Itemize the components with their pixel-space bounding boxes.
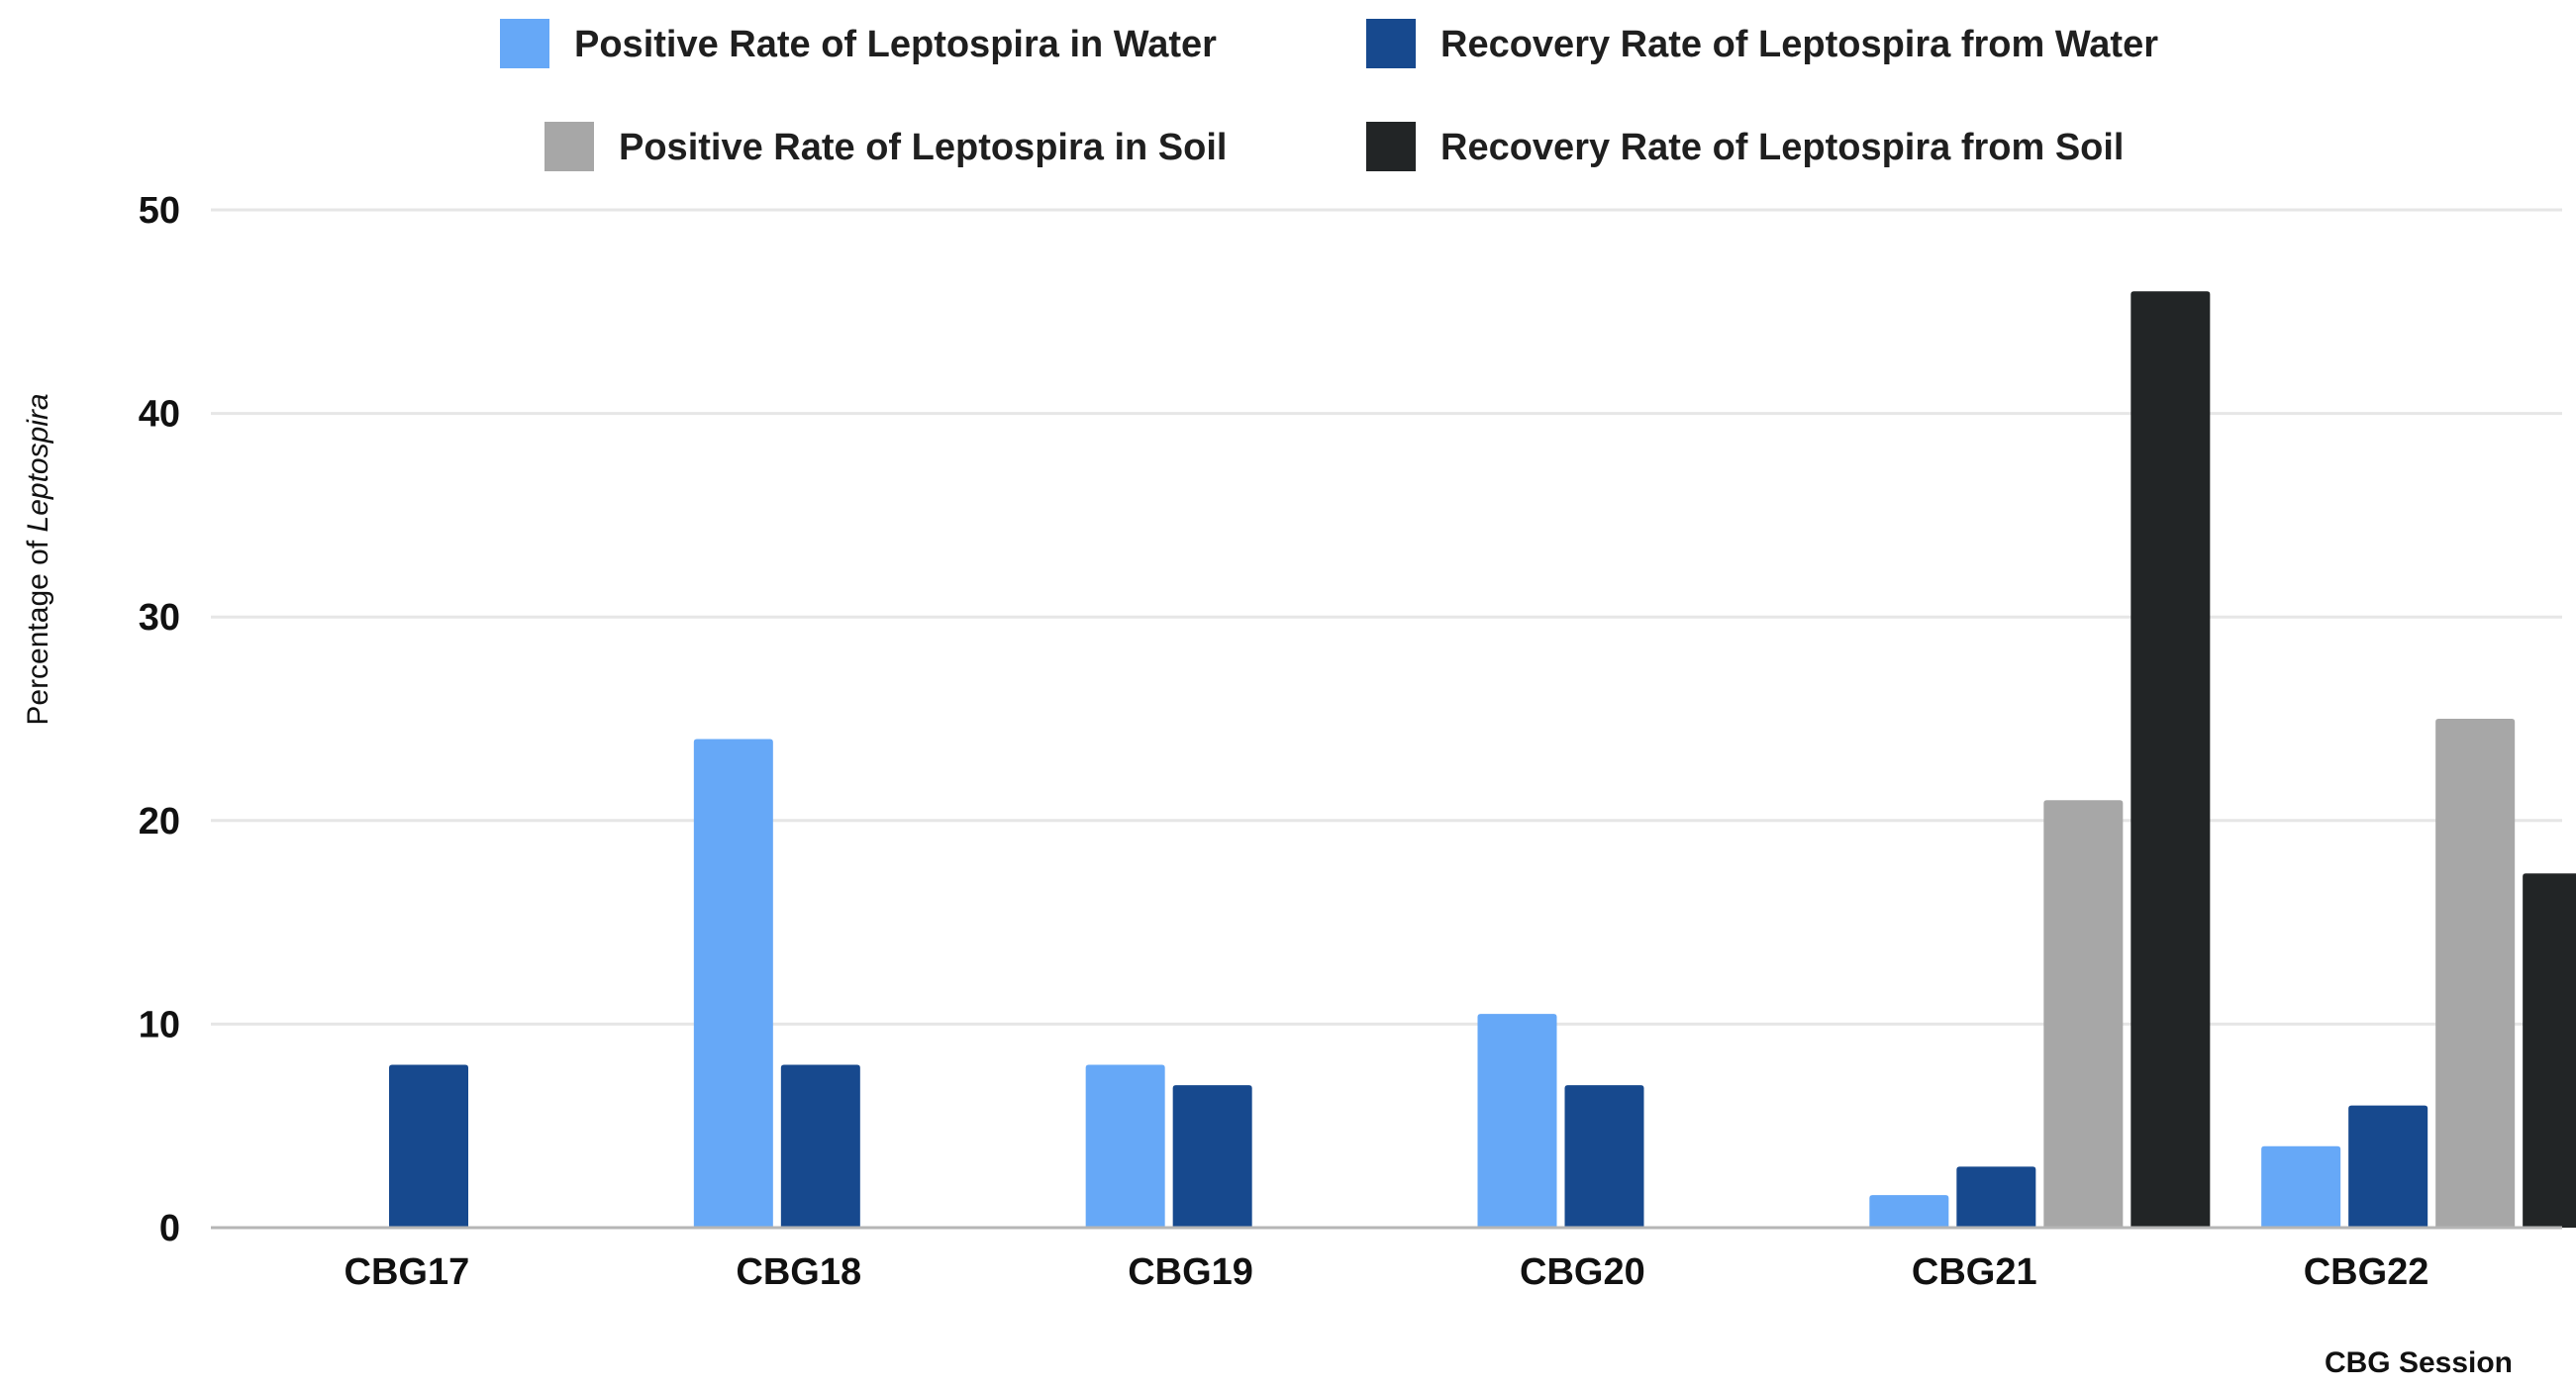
legend-swatch: [1366, 19, 1416, 68]
legend-label: Recovery Rate of Leptospira from Water: [1440, 24, 2158, 65]
y-tick-label: 0: [159, 1208, 180, 1249]
x-tick-label: CBG17: [345, 1251, 470, 1293]
bar-cbg21-series-2: [1956, 1166, 2036, 1228]
bar-cbg19-series-1: [1085, 1064, 1165, 1228]
bar-cbg20-series-2: [1564, 1085, 1644, 1228]
bar-cbg18-series-2: [780, 1064, 860, 1228]
bar-cbg22-series-3: [2435, 719, 2516, 1228]
bar-cbg22-series-4: [2523, 873, 2576, 1228]
x-tick-label: CBG18: [736, 1251, 861, 1293]
legend-item-3: Positive Rate of Leptospira in Soil: [545, 122, 1227, 171]
legend-item-4: Recovery Rate of Leptospira from Soil: [1366, 122, 2125, 171]
legend-swatch: [500, 19, 549, 68]
y-tick-label: 40: [139, 394, 180, 436]
legend-item-2: Recovery Rate of Leptospira from Water: [1366, 19, 2158, 68]
y-tick-label: 20: [139, 801, 180, 843]
x-tick-label: CBG20: [1520, 1251, 1645, 1293]
bar-cbg21-series-4: [2130, 291, 2211, 1228]
x-axis-title: CBG Session: [2325, 1346, 2513, 1379]
legend-swatch: [545, 122, 594, 171]
bar-cbg22-series-2: [2348, 1105, 2428, 1228]
legend-item-1: Positive Rate of Leptospira in Water: [500, 19, 1217, 68]
bar-cbg17-series-2: [389, 1064, 468, 1228]
bar-cbg21-series-1: [1869, 1195, 1949, 1228]
bar-cbg18-series-1: [693, 739, 773, 1228]
x-tick-label: CBG19: [1128, 1251, 1253, 1293]
x-tick-label: CBG21: [1912, 1251, 2037, 1293]
x-tick-label: CBG22: [2304, 1251, 2429, 1293]
y-tick-label: 30: [139, 597, 180, 639]
y-tick-label: 50: [139, 190, 180, 232]
axes: 0 10 20 30 40 50 CBG17 CBG18 CBG19 CBG20 CBG21 CBG2…: [139, 190, 2562, 1293]
bar-cbg22-series-1: [2261, 1145, 2341, 1228]
bar-cbg21-series-3: [2043, 800, 2124, 1228]
y-axis-title: Percentage of Leptospira: [22, 393, 54, 725]
y-tick-label: 10: [139, 1004, 180, 1045]
legend: Positive Rate of Leptospira in Water Reco…: [500, 19, 2158, 171]
bar-cbg20-series-1: [1477, 1014, 1557, 1228]
legend-swatch: [1366, 122, 1416, 171]
bars: [389, 291, 2576, 1228]
legend-label: Positive Rate of Leptospira in Soil: [619, 127, 1227, 168]
legend-label: Recovery Rate of Leptospira from Soil: [1440, 127, 2125, 168]
bar-cbg19-series-2: [1172, 1085, 1252, 1228]
legend-label: Positive Rate of Leptospira in Water: [574, 24, 1217, 65]
